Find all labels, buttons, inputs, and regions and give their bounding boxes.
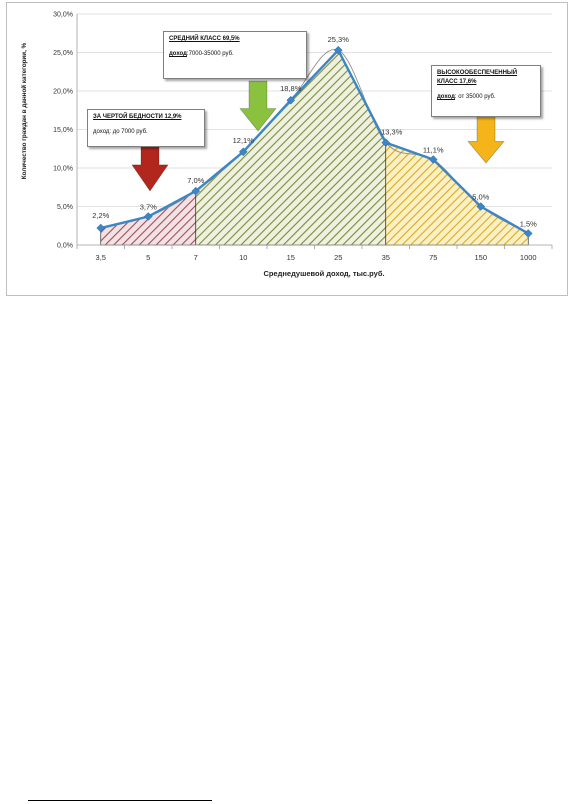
high-income-income-range: : от 35000 руб. xyxy=(454,94,496,100)
data-labels: 2,2% 3,7% 7,0% 12,1% 18,8% 25,3% 13,3% 11,1% 5,0… xyxy=(92,35,537,228)
high-income-annotation-title: ВЫСОКООБЕСПЕЧЕННЫЙ КЛАСС 17,6% xyxy=(437,70,518,85)
data-label: 1,5% xyxy=(520,219,537,228)
data-label: 25,3% xyxy=(328,35,350,44)
data-point xyxy=(523,229,533,238)
high-income-annotation-body: доход: от 35000 руб. xyxy=(437,93,535,101)
high-income-annotation: ВЫСОКООБЕСПЕЧЕННЫЙ КЛАСС 17,6% доход: от… xyxy=(431,65,541,117)
region-middle-class xyxy=(195,49,387,246)
y-tick-label: 0,0% xyxy=(57,243,73,250)
data-point xyxy=(381,138,391,147)
data-label: 13,3% xyxy=(381,128,403,137)
high-income-income-label: доход xyxy=(437,94,455,100)
x-tick-label: 25 xyxy=(334,253,342,262)
x-tick-label: 15 xyxy=(287,253,295,262)
data-point xyxy=(96,223,106,233)
series-line xyxy=(100,48,529,235)
data-point xyxy=(476,202,486,211)
data-label: 12,1% xyxy=(233,136,255,145)
x-tick-label: 5 xyxy=(146,253,150,262)
middle-class-annotation-title: СРЕДНИЙ КЛАСС 69,5% xyxy=(169,36,240,42)
middle-class-income-label: доход xyxy=(169,51,187,57)
y-tick-label: 30,0% xyxy=(53,12,73,19)
poverty-annotation: ЗА ЧЕРТОЙ БЕДНОСТИ 12,9% доход: до 7000 … xyxy=(87,109,205,147)
axes: 0,0% 5,0% 10,0% 15,0% 20,0% 25,0% 30,0% 3,5 5 7 10… xyxy=(53,12,553,262)
footnote-separator xyxy=(28,800,212,801)
x-tick-label: 1000 xyxy=(520,253,537,262)
data-point xyxy=(191,186,201,196)
data-label: 2,2% xyxy=(92,211,109,220)
y-tick-label: 15,0% xyxy=(53,127,73,134)
data-point xyxy=(428,155,438,164)
income-distribution-chart: 0,0% 5,0% 10,0% 15,0% 20,0% 25,0% 30,0% 3,5 5 7 10… xyxy=(20,12,553,278)
chart-frame: 0,0% 5,0% 10,0% 15,0% 20,0% 25,0% 30,0% 3,5 5 7 10… xyxy=(6,2,568,296)
data-label: 5,0% xyxy=(472,193,489,202)
y-tick-label: 5,0% xyxy=(57,204,73,211)
middle-class-income-range: :7000-35000 руб. xyxy=(186,51,234,57)
middle-class-annotation-body: доход:7000-35000 руб. xyxy=(169,50,301,58)
x-axis-title: Среднедушевой доход, тыс.руб. xyxy=(263,269,384,278)
y-tick-label: 25,0% xyxy=(53,50,73,57)
x-tick-label: 150 xyxy=(474,253,487,262)
y-axis-title: Количество граждан в данной категории, % xyxy=(20,42,28,179)
x-tick-label: 75 xyxy=(429,253,437,262)
data-label: 3,7% xyxy=(140,203,157,212)
data-point xyxy=(333,45,343,55)
data-point xyxy=(286,95,296,105)
arrow-middle-class-icon xyxy=(239,80,277,132)
poverty-annotation-body: доход: до 7000 руб. xyxy=(93,129,148,135)
poverty-annotation-title: ЗА ЧЕРТОЙ БЕДНОСТИ 12,9% xyxy=(93,114,182,120)
x-tick-label: 3,5 xyxy=(96,253,106,262)
region-high-income xyxy=(385,142,529,246)
data-label: 18,8% xyxy=(280,84,302,93)
y-tick-label: 10,0% xyxy=(53,166,73,173)
data-label: 7,0% xyxy=(187,176,204,185)
data-point xyxy=(238,147,248,157)
x-tick-label: 35 xyxy=(382,253,390,262)
x-tick-label: 10 xyxy=(239,253,247,262)
middle-class-annotation: СРЕДНИЙ КЛАСС 69,5% доход:7000-35000 руб… xyxy=(163,31,307,79)
x-tick-label: 7 xyxy=(194,253,198,262)
series-layer xyxy=(96,45,533,238)
data-point xyxy=(143,212,153,221)
arrows xyxy=(131,80,505,192)
y-tick-label: 20,0% xyxy=(53,89,73,96)
data-label: 11,1% xyxy=(423,146,444,155)
arrow-high-income-icon xyxy=(467,114,505,164)
